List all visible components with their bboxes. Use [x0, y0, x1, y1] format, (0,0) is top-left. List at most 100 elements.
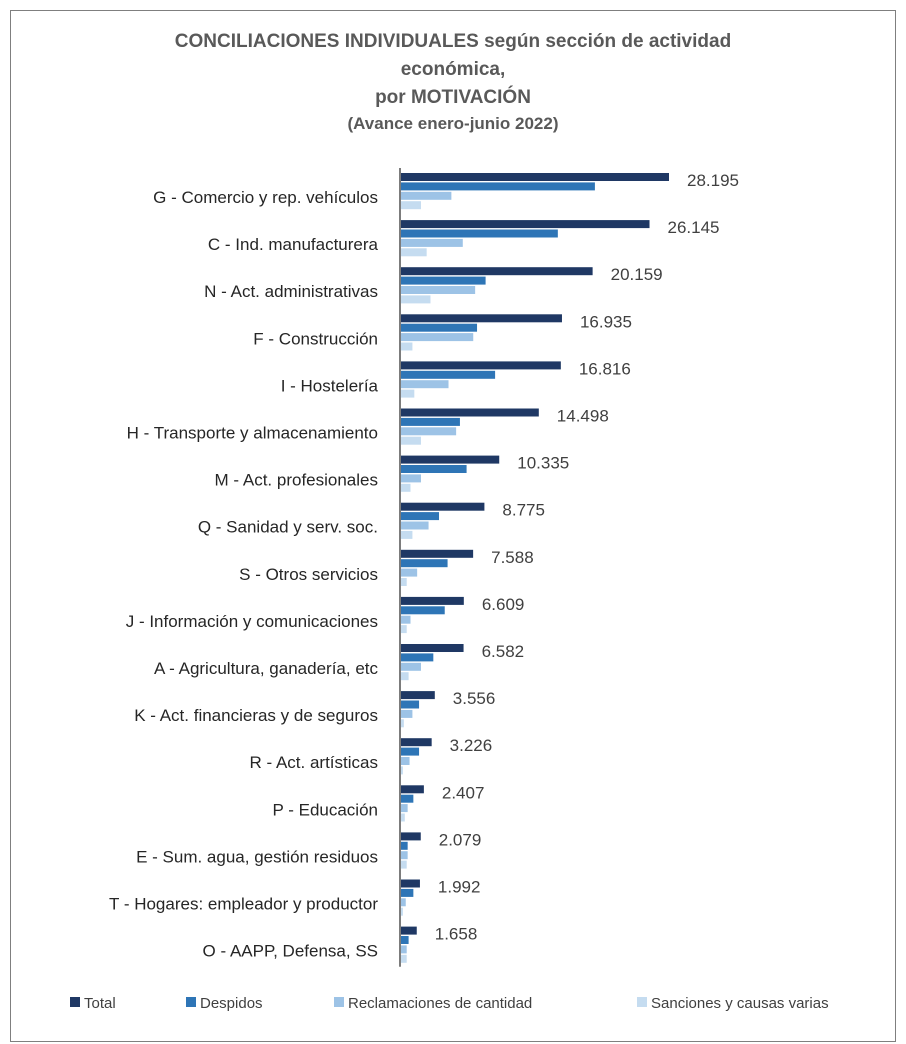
category-label: O - AAPP, Defensa, SS: [203, 942, 378, 961]
bar-sanciones-y-causas-varias: [401, 295, 431, 304]
data-label: 2.079: [439, 830, 482, 849]
bar-reclamaciones-de-cantidad: [401, 380, 449, 389]
bar-sanciones-y-causas-varias: [401, 625, 407, 634]
data-label: 8.775: [502, 501, 545, 520]
bar-total: [401, 455, 500, 464]
bar-sanciones-y-causas-varias: [401, 813, 405, 822]
bar-total: [401, 314, 562, 323]
category-label: A - Agricultura, ganadería, etc: [154, 659, 378, 678]
data-label: 6.582: [482, 642, 525, 661]
category-label: J - Información y comunicaciones: [126, 612, 378, 631]
bar-despidos: [401, 888, 414, 897]
bar-despidos: [401, 512, 440, 521]
bar-reclamaciones-de-cantidad: [401, 238, 463, 247]
bar-sanciones-y-causas-varias: [401, 248, 427, 257]
bar-despidos: [401, 794, 414, 803]
bar-reclamaciones-de-cantidad: [401, 945, 407, 954]
legend-swatch: [637, 997, 647, 1007]
data-label: 1.658: [435, 925, 478, 944]
chart-subtitle: (Avance enero-junio 2022): [347, 114, 559, 133]
bar-sanciones-y-causas-varias: [401, 389, 415, 398]
bar-sanciones-y-causas-varias: [401, 860, 407, 869]
bar-total: [401, 644, 464, 652]
data-label: 20.159: [611, 265, 663, 284]
bar-sanciones-y-causas-varias: [401, 436, 421, 445]
bar-reclamaciones-de-cantidad: [401, 474, 421, 483]
category-label: R - Act. artísticas: [250, 753, 378, 772]
bar-total: [401, 879, 420, 888]
legend-label: Reclamaciones de cantidad: [348, 995, 532, 1012]
data-label: 3.556: [453, 689, 496, 708]
category-label: E - Sum. agua, gestión residuos: [136, 847, 378, 866]
bar-total: [401, 926, 417, 935]
bar-reclamaciones-de-cantidad: [401, 568, 418, 577]
bar-sanciones-y-causas-varias: [401, 578, 407, 586]
bar-total: [401, 220, 650, 229]
bar-reclamaciones-de-cantidad: [401, 427, 457, 436]
bar-despidos: [401, 747, 420, 756]
bar-sanciones-y-causas-varias: [401, 672, 409, 681]
bar-sanciones-y-causas-varias: [401, 954, 407, 963]
bar-despidos: [401, 465, 467, 473]
data-label: 6.609: [482, 595, 525, 614]
data-label: 1.992: [438, 878, 481, 897]
bar-reclamaciones-de-cantidad: [401, 615, 411, 624]
category-label: K - Act. financieras y de seguros: [134, 706, 378, 725]
bar-despidos: [401, 276, 486, 285]
bar-total: [401, 267, 593, 276]
data-label: 26.145: [668, 218, 720, 237]
data-label: 16.816: [579, 359, 631, 378]
bar-despidos: [401, 182, 595, 191]
bar-total: [401, 691, 435, 700]
bar-reclamaciones-de-cantidad: [401, 804, 408, 813]
bar-despidos: [401, 653, 434, 662]
bar-total: [401, 502, 485, 511]
bar-despidos: [401, 936, 409, 944]
bar-sanciones-y-causas-varias: [401, 719, 404, 728]
bar-despidos: [401, 229, 558, 238]
bar-reclamaciones-de-cantidad: [401, 521, 429, 530]
bar-reclamaciones-de-cantidad: [401, 757, 410, 765]
bar-total: [401, 596, 464, 605]
bar-total: [401, 832, 421, 841]
bar-despidos: [401, 841, 408, 850]
title-line-2: económica,: [400, 59, 506, 80]
legend-label: Sanciones y causas varias: [651, 995, 829, 1012]
title-line-1: CONCILIACIONES INDIVIDUALES según secció…: [174, 31, 732, 52]
data-label: 3.226: [450, 736, 493, 755]
bar-despidos: [401, 559, 448, 568]
bar-despidos: [401, 700, 420, 709]
category-label: I - Hostelería: [281, 376, 379, 395]
category-label: F - Construcción: [253, 329, 378, 348]
bar-sanciones-y-causas-varias: [401, 907, 403, 916]
data-label: 10.335: [517, 454, 569, 473]
bar-reclamaciones-de-cantidad: [401, 191, 452, 200]
data-label: 2.407: [442, 783, 485, 802]
bar-reclamaciones-de-cantidad: [401, 898, 406, 907]
data-label: 28.195: [687, 171, 739, 190]
chart-title: CONCILIACIONES INDIVIDUALES según secció…: [0, 28, 906, 136]
legend-swatch: [70, 997, 80, 1007]
data-label: 14.498: [557, 407, 609, 426]
title-line-3: por MOTIVACIÓN: [375, 87, 531, 108]
data-label: 7.588: [491, 548, 534, 567]
bar-sanciones-y-causas-varias: [401, 530, 413, 539]
category-label: S - Otros servicios: [239, 565, 378, 584]
bar-sanciones-y-causas-varias: [401, 342, 413, 351]
bar-despidos: [401, 323, 478, 332]
bar-total: [401, 738, 432, 747]
bar-despidos: [401, 417, 460, 426]
bar-sanciones-y-causas-varias: [401, 766, 403, 775]
bar-reclamaciones-de-cantidad: [401, 851, 408, 860]
legend-label: Despidos: [200, 995, 263, 1012]
category-label: P - Educación: [272, 800, 378, 819]
category-label: H - Transporte y almacenamiento: [127, 424, 378, 443]
bar-reclamaciones-de-cantidad: [401, 709, 413, 718]
bar-total: [401, 785, 424, 794]
legend-label: Total: [84, 995, 116, 1012]
data-label: 16.935: [580, 312, 632, 331]
bar-sanciones-y-causas-varias: [401, 201, 421, 210]
bar-reclamaciones-de-cantidad: [401, 333, 474, 342]
category-label: M - Act. profesionales: [215, 471, 378, 490]
